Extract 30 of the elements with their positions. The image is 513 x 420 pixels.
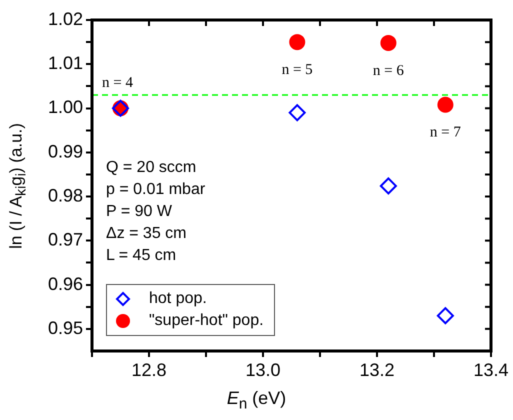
annotation: p = 0.01 mbar bbox=[106, 180, 206, 200]
annotation: P = 90 W bbox=[106, 202, 173, 222]
y-tick-label: 0.95 bbox=[48, 318, 83, 338]
annotation: Δz = 35 cm bbox=[106, 224, 188, 244]
x-tick-label: 13.2 bbox=[359, 360, 395, 380]
legend-label: hot pop. bbox=[149, 289, 207, 309]
text: 1.00 bbox=[48, 97, 83, 118]
annotation: n = 7 bbox=[430, 124, 462, 141]
point bbox=[380, 177, 397, 194]
point bbox=[437, 96, 454, 113]
annotation: n = 5 bbox=[282, 62, 313, 78]
x-tick-label: 12.8 bbox=[131, 360, 167, 380]
annotation: n = 6 bbox=[372, 62, 404, 79]
y-tick-label: 0.99 bbox=[48, 141, 83, 162]
y-tick-label: 0.98 bbox=[48, 186, 83, 206]
y-tick-label: 1.02 bbox=[48, 8, 83, 29]
annotation: L = 45 cm bbox=[106, 246, 178, 266]
annotation: n = 4 bbox=[102, 75, 134, 92]
point bbox=[288, 104, 306, 122]
point bbox=[436, 307, 454, 324]
x-axis-title: E$_{n}$ (eV) bbox=[226, 388, 288, 413]
x-tick-label: 13.4 bbox=[473, 360, 509, 380]
y-tick-label: 1.01 bbox=[48, 53, 83, 74]
point bbox=[380, 34, 396, 51]
text: 13.0 bbox=[245, 360, 281, 380]
point bbox=[289, 34, 306, 50]
legend-label: "super-hot" pop. bbox=[149, 311, 264, 331]
annotation: Q = 20 sccm bbox=[106, 158, 198, 178]
y-tick-label: 0.97 bbox=[48, 230, 83, 250]
y-tick-label: 0.96 bbox=[48, 274, 83, 294]
